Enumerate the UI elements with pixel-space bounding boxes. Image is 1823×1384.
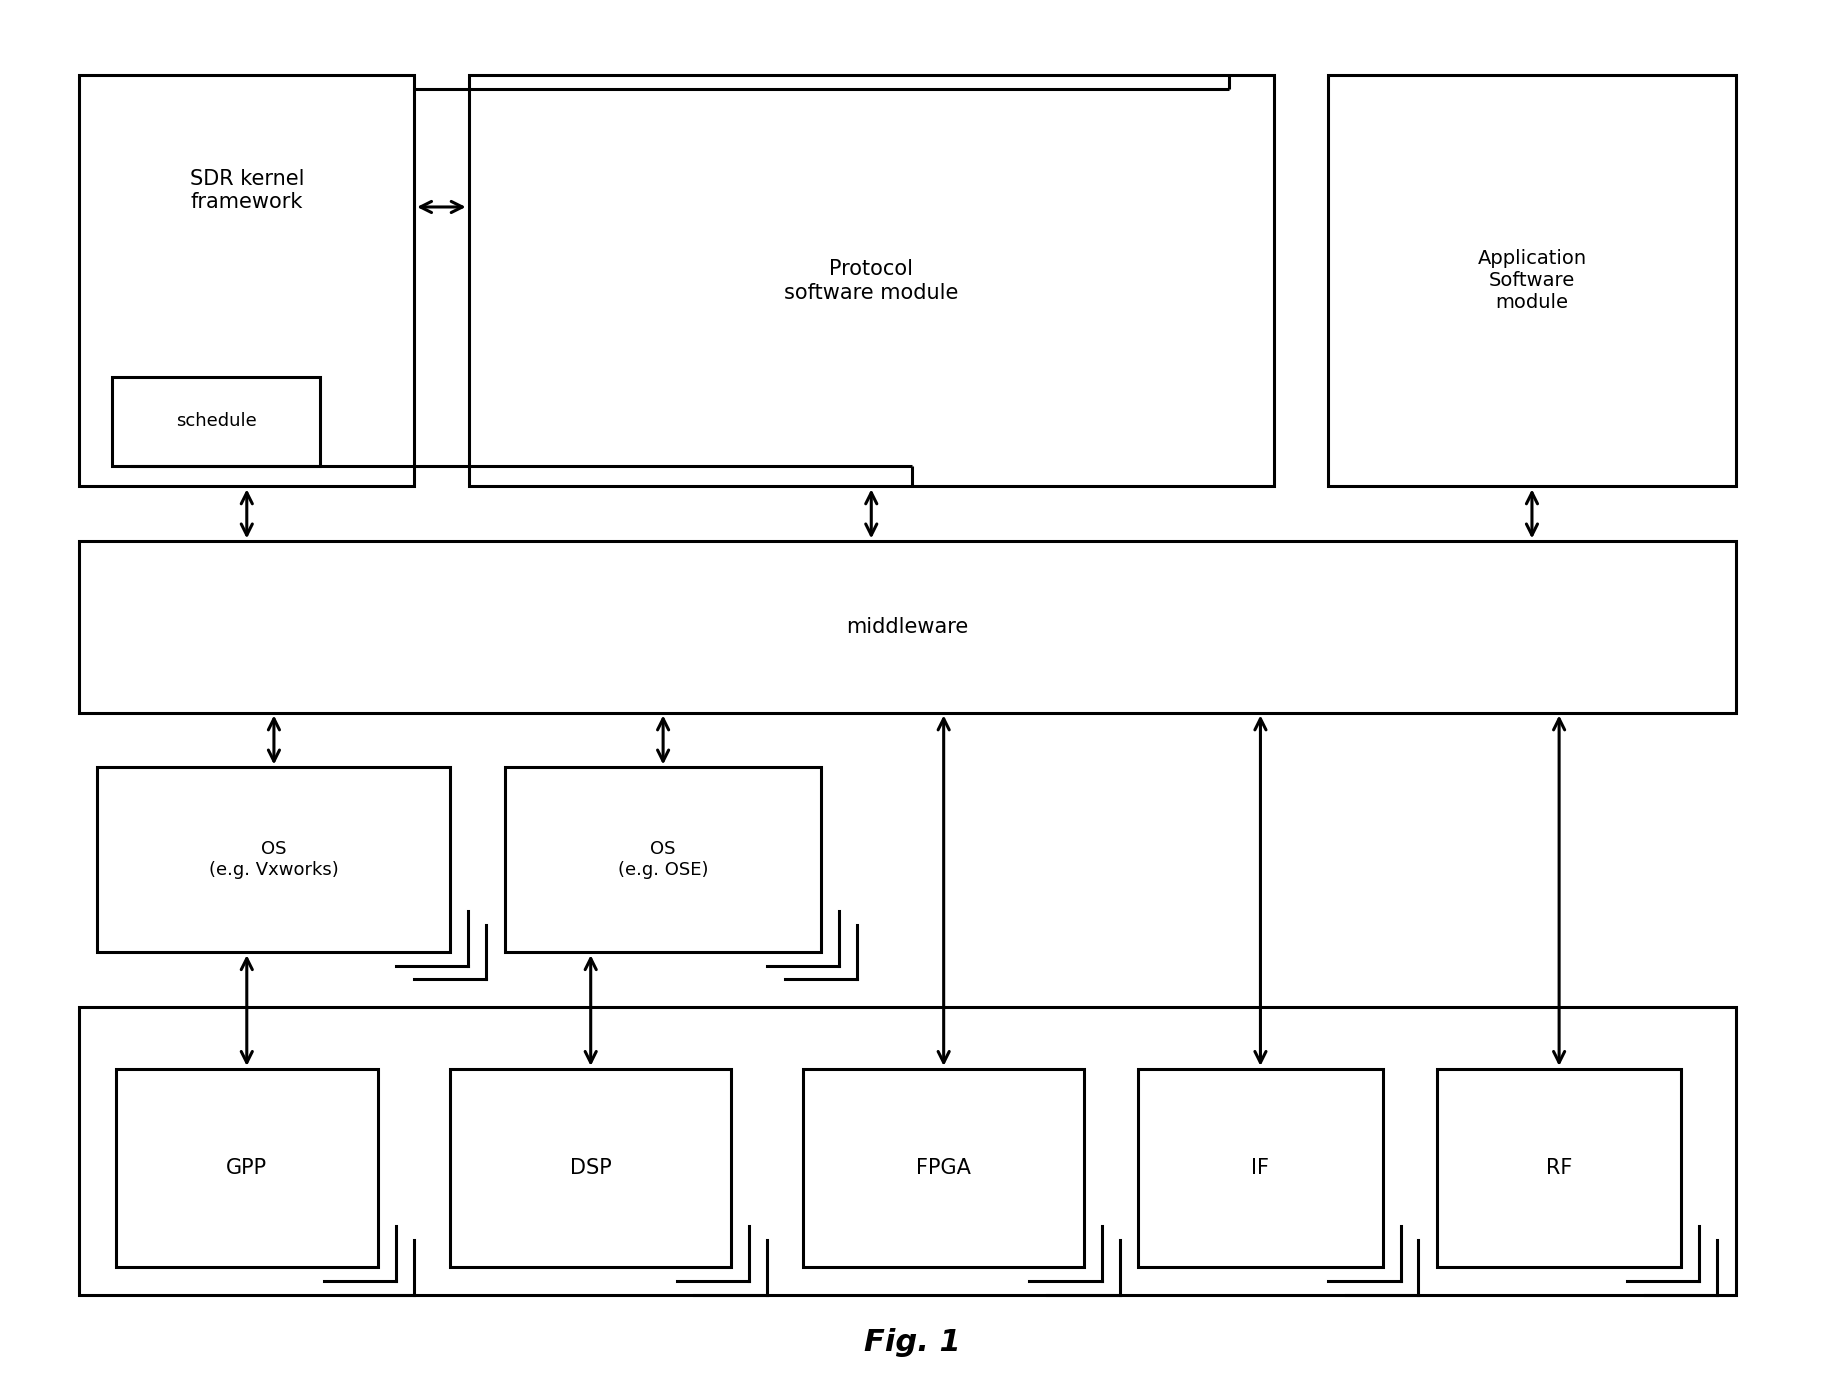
Text: OS
(e.g. OSE): OS (e.g. OSE)	[618, 840, 707, 879]
Bar	[1327, 76, 1735, 487]
Bar	[111, 376, 319, 466]
Text: OS
(e.g. Vxworks): OS (e.g. Vxworks)	[210, 840, 339, 879]
Text: FPGA: FPGA	[915, 1158, 970, 1178]
Bar	[1437, 1068, 1681, 1268]
Bar	[80, 1008, 1735, 1295]
Bar	[802, 1068, 1083, 1268]
Bar	[1138, 1068, 1382, 1268]
Bar	[450, 1068, 731, 1268]
Bar	[115, 1068, 377, 1268]
Bar	[97, 767, 450, 952]
Bar	[80, 76, 414, 487]
Text: Protocol
software module: Protocol software module	[784, 259, 957, 303]
Text: Application
Software
module: Application Software module	[1477, 249, 1586, 313]
Bar	[505, 767, 820, 952]
Text: IF: IF	[1251, 1158, 1269, 1178]
Text: schedule: schedule	[175, 412, 257, 430]
Text: GPP: GPP	[226, 1158, 268, 1178]
Bar	[80, 541, 1735, 713]
Text: SDR kernel
framework: SDR kernel framework	[190, 169, 304, 212]
Text: middleware: middleware	[846, 617, 968, 637]
Text: Fig. 1: Fig. 1	[862, 1329, 961, 1358]
Bar	[469, 76, 1272, 487]
Text: DSP: DSP	[569, 1158, 611, 1178]
Text: RF: RF	[1546, 1158, 1571, 1178]
